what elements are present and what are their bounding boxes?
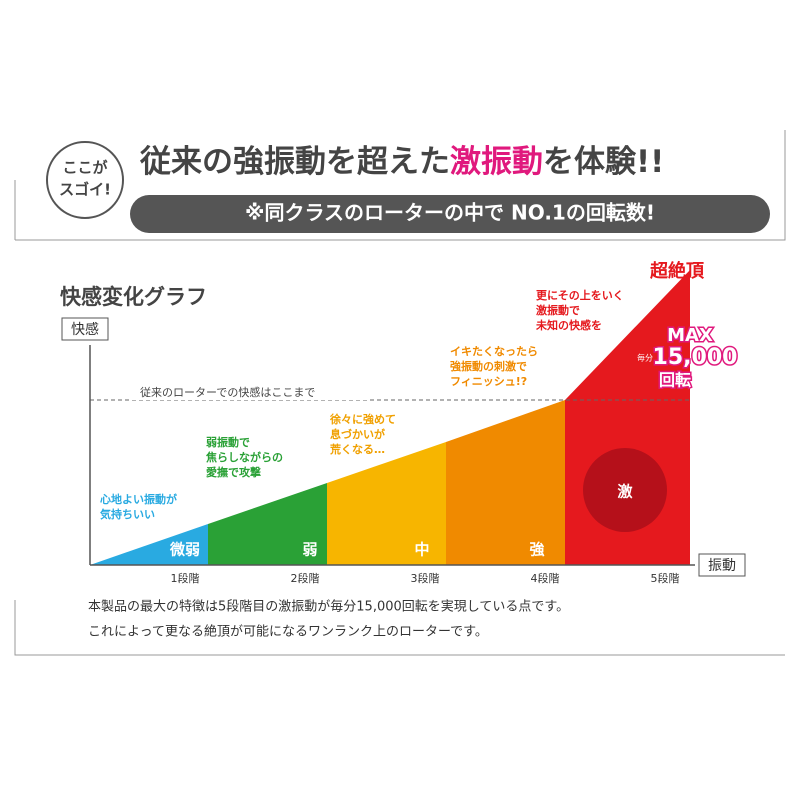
badge	[46, 141, 124, 219]
caption: 未知の快感を	[535, 318, 602, 332]
max-label: MAX	[667, 325, 713, 346]
footer-text: 本製品の最大の特徴は5段階目の激振動が毎分15,000回転を実現している点です。	[88, 599, 569, 615]
max-value: 15,000	[653, 345, 738, 370]
stage-3	[327, 442, 446, 565]
stage-1	[90, 524, 208, 565]
x-tick-label: 2段階	[291, 571, 320, 585]
stage-label: 激	[617, 483, 633, 501]
caption: フィニッシュ!?	[450, 375, 527, 388]
caption: イキたくなったら	[450, 345, 538, 358]
x-label: 振動	[708, 558, 736, 574]
caption: 徐々に強めて	[329, 412, 396, 426]
x-tick-label: 5段階	[651, 571, 680, 585]
stage-4	[446, 400, 565, 565]
x-label-box	[698, 553, 746, 577]
caption: 気持ちいい	[100, 507, 155, 521]
x-tick-label: 4段階	[531, 571, 560, 585]
caption: 荒くなる…	[329, 442, 385, 456]
max-suffix: 回転	[659, 371, 691, 390]
frame	[14, 130, 786, 241]
y-label: 快感	[71, 321, 99, 338]
caption: 息づかいが	[330, 427, 385, 441]
caption: 強振動の刺激で	[450, 359, 527, 373]
reference-bg	[130, 386, 370, 400]
badge-text: スゴイ!	[59, 181, 111, 199]
frame	[14, 600, 785, 656]
subtitle: ※同クラスのローターの中で NO.1の回転数!	[245, 201, 655, 225]
max-unit: 毎分	[637, 353, 653, 363]
caption: 心地よい振動が	[100, 492, 177, 506]
y-label-box	[61, 317, 109, 341]
footer-text: これによって更なる絶頂が可能になるワンランク上のローターです。	[88, 624, 488, 640]
title-part: 従来の強振動を超えた	[139, 144, 450, 180]
subtitle-bar	[130, 195, 770, 233]
caption: 弱振動で	[206, 435, 250, 449]
x-tick-label: 3段階	[411, 571, 440, 585]
caption: 更にその上をいく	[536, 288, 624, 302]
stage-label: 弱	[302, 541, 317, 559]
badge-text: ここが	[62, 159, 108, 177]
caption: 愛撫で攻撃	[206, 465, 261, 479]
stage-2	[208, 483, 327, 565]
stage-label: 強	[529, 541, 544, 559]
x-tick-label: 1段階	[171, 571, 200, 585]
peak-label: 超絶頂	[650, 260, 705, 282]
caption: 焦らしながらの	[205, 450, 283, 464]
stage-5-circle	[583, 448, 667, 532]
title-part: を体験!!	[543, 144, 664, 180]
title: 従来の強振動を超えた激振動を体験!!	[139, 144, 664, 180]
reference-text: 従来のローターでの快感はここまで	[140, 386, 315, 399]
graph-title: 快感変化グラフ	[60, 285, 207, 309]
stage-label: 中	[414, 541, 429, 559]
title-highlight: 激振動	[450, 144, 543, 180]
caption: 激振動で	[536, 303, 580, 317]
stage-label: 微弱	[169, 541, 200, 559]
